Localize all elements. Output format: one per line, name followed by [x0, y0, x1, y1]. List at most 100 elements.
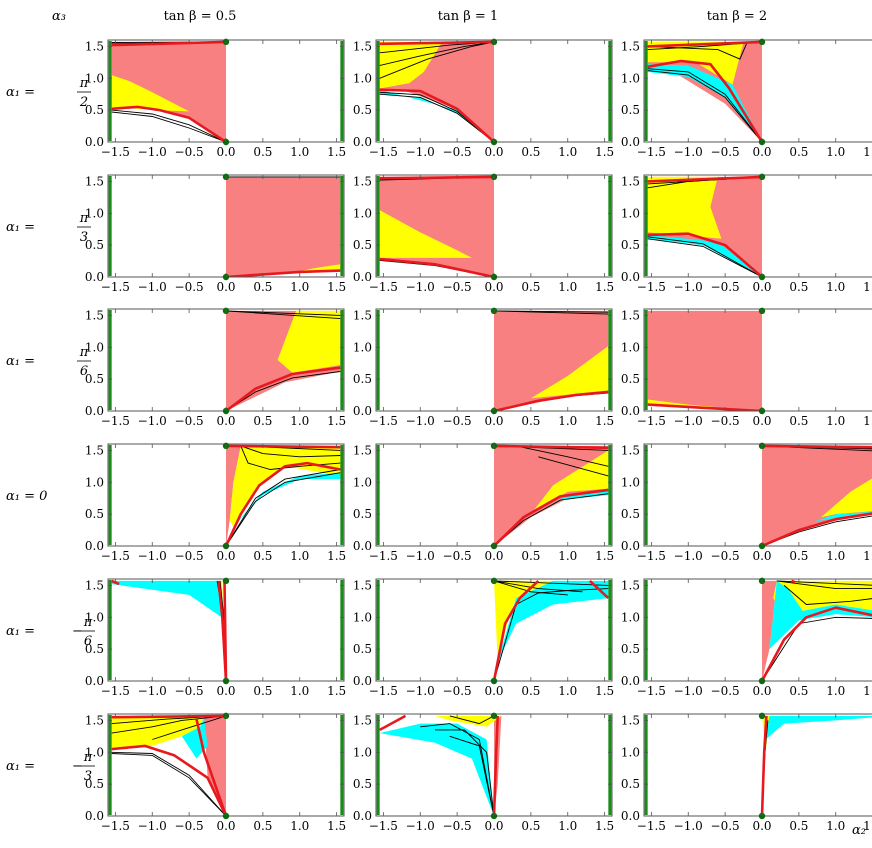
panel-plot-area	[644, 40, 764, 142]
x-tick-label: 1.5	[863, 819, 872, 833]
x-tick-label: 0.5	[789, 414, 808, 428]
red-curve	[225, 269, 341, 277]
x-tick-label: 0.5	[253, 684, 272, 698]
y-tick-label: 0.0	[85, 135, 104, 149]
x-tick-label: −1.5	[369, 414, 398, 428]
y-tick-label: 1.0	[85, 610, 104, 624]
y-tick-label: 0.5	[621, 642, 640, 656]
panel-frame	[643, 713, 872, 817]
x-tick-label: 1.5	[327, 145, 346, 159]
y-tick-label: 0.0	[85, 809, 104, 823]
x-tick-label: 1.5	[327, 684, 346, 698]
y-tick-label: 1.0	[621, 71, 640, 85]
x-tick-label: −1.5	[369, 280, 398, 294]
panel-plot-area	[108, 176, 344, 277]
panel: −1.5 −1.0 −0.5 0.0 0.5 1.0 1.5 0.0 0.5 1.0 1.5	[353, 307, 614, 428]
black-curve	[493, 580, 583, 593]
x-tick-label: −1.5	[369, 819, 398, 833]
red-curve	[224, 461, 341, 546]
cyan-region	[765, 715, 872, 740]
red-curve	[647, 403, 763, 411]
y-tick-label: 0.0	[85, 404, 104, 418]
panel: −1.5 −1.0 −0.5 0.0 0.5 1.0 1.5 0.0 0.5 1.0 1.5	[85, 38, 346, 159]
x-tick-label: −1.5	[101, 549, 130, 563]
yellow-region	[379, 210, 472, 258]
x-tick-label: −0.5	[443, 819, 472, 833]
x-tick-label: −1.0	[138, 414, 167, 428]
y-tick-label: 1.5	[85, 39, 104, 53]
red-curve	[493, 390, 609, 411]
x-tick-label: −0.5	[175, 684, 204, 698]
y-tick-label: 0.5	[353, 777, 372, 791]
y-tick-label: 0.0	[353, 135, 372, 149]
x-tick-label: 0.0	[216, 819, 235, 833]
salmon-region	[762, 445, 872, 546]
panel-plot-area	[376, 40, 612, 142]
x-tick-label: −1.5	[637, 280, 666, 294]
x-tick-label: 0.5	[789, 819, 808, 833]
x-tick-label: 1.5	[595, 414, 614, 428]
y-tick-label: 1.5	[621, 308, 640, 322]
panel: −1.5 −1.0 −0.5 0.0 0.5 1.0 1.5 0.0 0.5 1.0 1.5	[353, 442, 614, 563]
y-tick-label: 0.5	[621, 103, 640, 117]
x-tick-label: −1.5	[101, 145, 130, 159]
x-tick-label: 0.5	[789, 280, 808, 294]
y-tick-label: 1.5	[85, 308, 104, 322]
y-tick-label: 0.5	[85, 238, 104, 252]
panel: −1.5 −1.0 −0.5 0.0 0.5 1.0 1.5 0.0 0.5 1.0 1.5	[85, 307, 346, 428]
y-tick-label: 1.0	[621, 206, 640, 220]
x-tick-label: 0.0	[484, 280, 503, 294]
black-curve	[111, 111, 227, 142]
x-tick-label: 1.5	[327, 280, 346, 294]
panel: −1.5 −1.0 −0.5 0.0 0.5 1.0 1.5 0.0 0.5 1.0 1.5	[353, 712, 614, 833]
x-tick-label: 0.5	[253, 549, 272, 563]
column-header: tan β = 0.5	[164, 9, 237, 24]
y-tick-label: 1.0	[85, 206, 104, 220]
x-tick-label: 0.0	[484, 414, 503, 428]
y-tick-label: 1.5	[85, 443, 104, 457]
x-tick-label: 0.0	[752, 819, 771, 833]
x-tick-label: 1.0	[826, 819, 845, 833]
black-curve	[647, 238, 763, 277]
x-tick-label: 0.0	[752, 549, 771, 563]
y-tick-label: 0.0	[85, 270, 104, 284]
black-curve	[111, 109, 227, 142]
x-tick-label: 1.0	[826, 280, 845, 294]
black-curve	[449, 735, 495, 816]
y-tick-label: 0.0	[85, 674, 104, 688]
red-curve	[647, 59, 764, 142]
row-label-denominator: 3	[80, 230, 88, 245]
y-tick-label: 1.5	[85, 713, 104, 727]
x-tick-label: −1.0	[138, 145, 167, 159]
x-tick-label: 0.0	[752, 414, 771, 428]
cyan-region	[813, 511, 872, 522]
black-curve	[420, 723, 495, 816]
x-tick-label: −0.5	[443, 549, 472, 563]
y-tick-label: 0.5	[353, 372, 372, 386]
x-tick-label: −0.5	[711, 145, 740, 159]
x-tick-label: −1.0	[674, 280, 703, 294]
panel-plot-area	[376, 310, 612, 411]
row-label: α₁ = −π 6	[6, 615, 95, 649]
y-tick-label: 1.5	[353, 308, 372, 322]
x-tick-label: 0.5	[253, 145, 272, 159]
yellow-region	[530, 450, 609, 515]
black-curve	[449, 715, 495, 725]
x-tick-label: 1.0	[558, 819, 577, 833]
x-tick-label: −1.0	[674, 145, 703, 159]
x-tick-label: 1.0	[558, 280, 577, 294]
red-curve	[760, 606, 872, 681]
panel: −1.5 −1.0 −0.5 0.0 0.5 1.0 1.5 0.0 0.5 1.0 1.5	[621, 712, 872, 833]
x-tick-label: 1.0	[290, 819, 309, 833]
y-tick-label: 0.5	[353, 238, 372, 252]
y-tick-label: 1.0	[621, 340, 640, 354]
y-tick-label: 0.0	[353, 809, 372, 823]
x-tick-label: −1.0	[406, 414, 435, 428]
red-curve	[225, 366, 341, 411]
row-label-denominator: 6	[80, 364, 88, 379]
y-tick-label: 0.5	[621, 238, 640, 252]
x-tick-label: 0.5	[789, 145, 808, 159]
yellow-region	[435, 715, 502, 727]
black-curve	[761, 616, 872, 681]
